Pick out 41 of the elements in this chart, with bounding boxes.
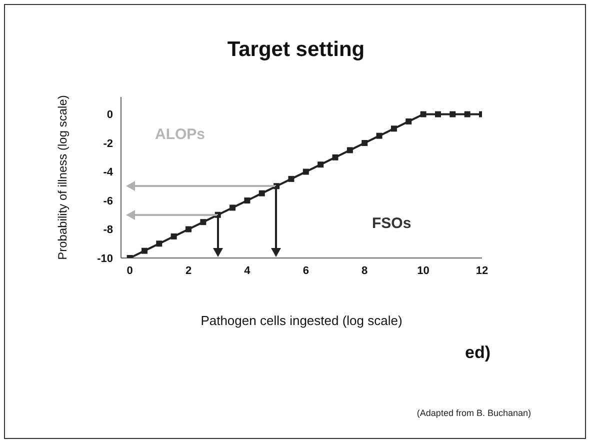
point (464, 111, 470, 118)
point (258, 190, 265, 196)
point (420, 111, 426, 118)
y-tick-label: -8 (103, 224, 113, 236)
y-tick-label: -4 (103, 166, 114, 179)
x-tick-label: 8 (362, 264, 368, 277)
point (362, 140, 368, 146)
point (406, 118, 412, 124)
x-tick-label: 12 (476, 264, 488, 277)
point (230, 204, 236, 211)
point (434, 111, 441, 118)
x-axis-title: Pathogen cells ingested (log scale) (200, 313, 402, 328)
y-tick-label: -6 (103, 195, 113, 208)
point (376, 132, 382, 139)
y-tick-label: 0 (106, 109, 113, 122)
point (346, 147, 353, 154)
point (186, 226, 192, 232)
point (156, 240, 162, 247)
x-tick-label: 4 (244, 264, 252, 277)
point (332, 154, 338, 160)
y-tick-label: -2 (103, 138, 113, 150)
x-tick-label: 10 (417, 264, 430, 277)
point (170, 233, 177, 240)
x-tick-label: 6 (302, 264, 309, 277)
point (141, 248, 148, 254)
point (390, 126, 397, 132)
point (200, 219, 206, 226)
annotation: ALOPs (155, 126, 206, 143)
text: ed) (465, 343, 490, 362)
x-tick-label: 2 (185, 264, 192, 277)
point (302, 168, 309, 175)
point (450, 111, 456, 118)
point (318, 162, 324, 168)
y-tick-label: -10 (97, 252, 113, 265)
annotation: FSOs (372, 215, 412, 232)
point (288, 176, 294, 182)
y-axis-title: Probability of illness (log scale) (55, 95, 70, 260)
text: (Adapted from B. Buchanan) (416, 408, 531, 418)
point (244, 198, 250, 204)
x-tick-label: 0 (126, 264, 133, 277)
chart-title: Target setting (226, 38, 366, 62)
